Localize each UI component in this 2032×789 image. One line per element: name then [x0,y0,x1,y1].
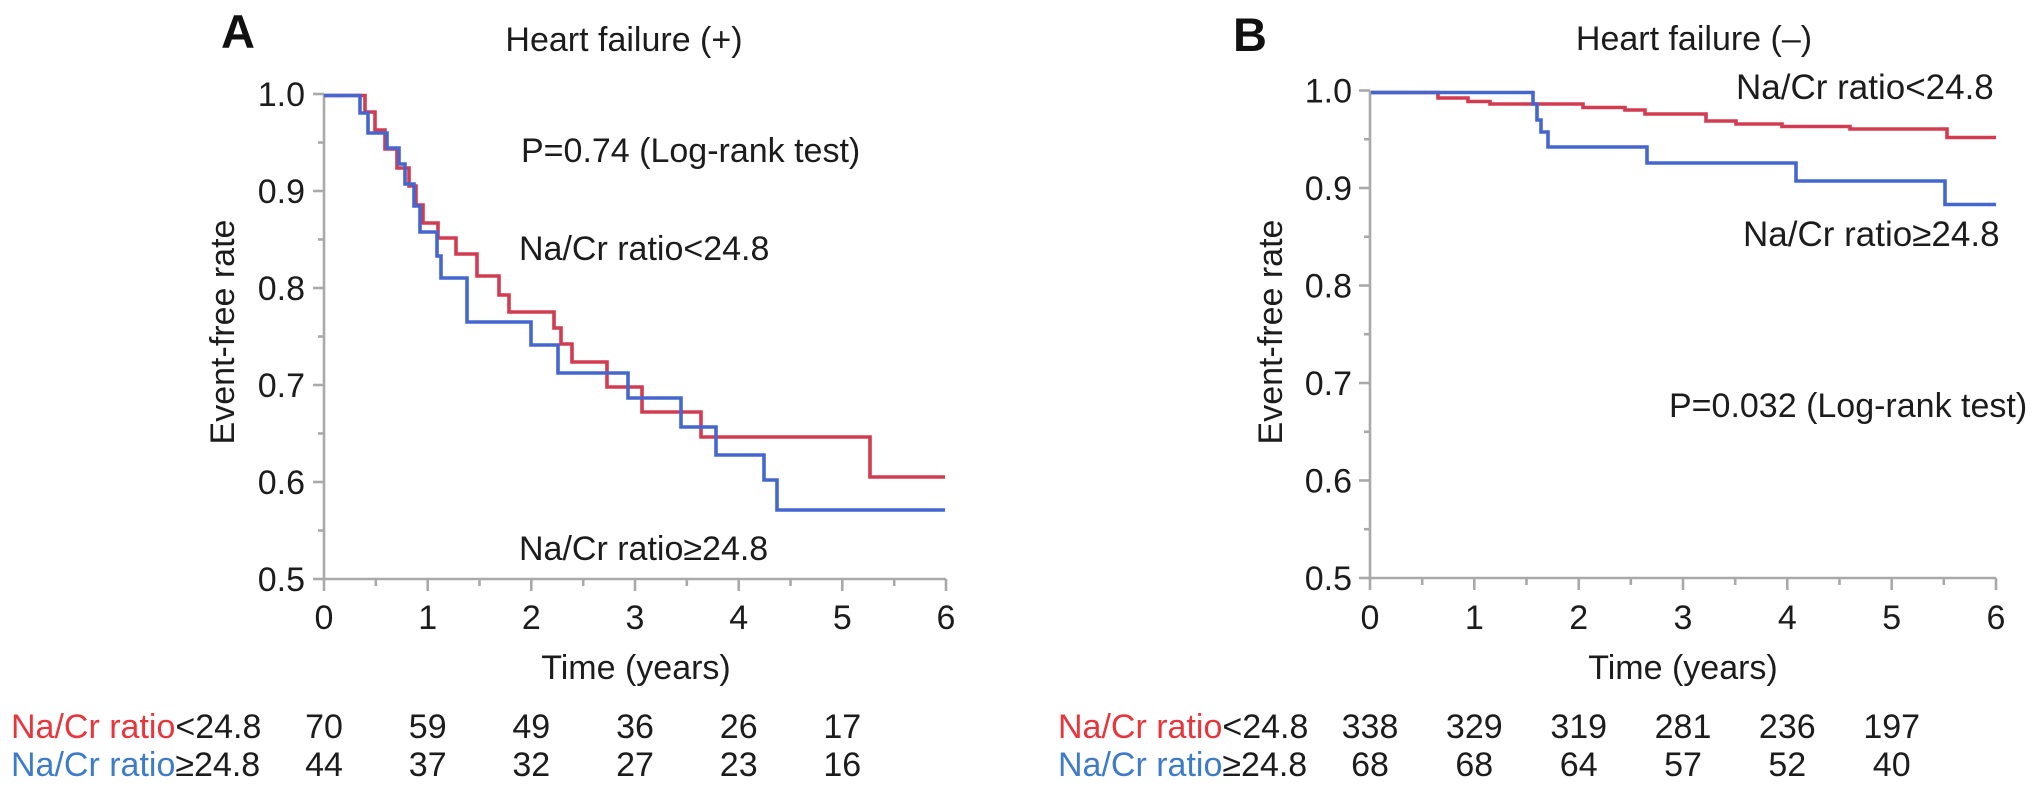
svg-text:Na/Cr ratio≥24.8: Na/Cr ratio≥24.8 [519,530,768,568]
svg-text:0.9: 0.9 [1305,170,1352,208]
svg-text:Na/Cr ratio≥24.8: Na/Cr ratio≥24.8 [11,746,260,784]
svg-text:70: 70 [305,708,343,746]
svg-text:Event-free rate: Event-free rate [204,220,242,445]
svg-text:A: A [221,5,255,58]
svg-text:1.0: 1.0 [1305,73,1352,111]
svg-text:59: 59 [409,708,447,746]
svg-text:6: 6 [1987,599,2006,637]
svg-text:0: 0 [315,599,334,637]
svg-text:3: 3 [1674,599,1693,637]
svg-text:1.0: 1.0 [258,76,305,114]
svg-text:1: 1 [1465,599,1484,637]
svg-text:Heart failure (+): Heart failure (+) [505,21,742,59]
svg-text:B: B [1233,8,1267,61]
svg-text:2: 2 [522,599,541,637]
svg-text:329: 329 [1446,708,1503,746]
svg-text:P=0.74 (Log-rank test): P=0.74 (Log-rank test) [521,132,860,170]
svg-text:0.6: 0.6 [258,464,305,502]
svg-text:Time (years): Time (years) [541,649,731,687]
svg-text:0.7: 0.7 [258,367,305,405]
svg-text:17: 17 [823,708,861,746]
svg-text:Time (years): Time (years) [1588,649,1778,687]
svg-text:Na/Cr ratio<24.8: Na/Cr ratio<24.8 [519,230,769,268]
svg-text:P=0.032 (Log-rank test): P=0.032 (Log-rank test) [1669,387,2027,425]
svg-text:64: 64 [1560,746,1598,784]
svg-text:0.5: 0.5 [1305,560,1352,598]
svg-text:52: 52 [1768,746,1806,784]
svg-text:Na/Cr ratio<24.8: Na/Cr ratio<24.8 [1058,708,1308,746]
svg-text:5: 5 [833,599,852,637]
svg-text:Na/Cr ratio≥24.8: Na/Cr ratio≥24.8 [1743,215,2000,254]
svg-text:Event-free rate: Event-free rate [1252,220,1290,445]
svg-text:Na/Cr ratio<24.8: Na/Cr ratio<24.8 [1736,68,1994,107]
svg-text:Na/Cr ratio≥24.8: Na/Cr ratio≥24.8 [1058,746,1307,784]
svg-text:3: 3 [626,599,645,637]
svg-text:0.9: 0.9 [258,173,305,211]
svg-text:Heart failure (–): Heart failure (–) [1576,20,1812,58]
svg-text:16: 16 [823,746,861,784]
svg-text:26: 26 [720,708,758,746]
svg-text:36: 36 [616,708,654,746]
svg-text:319: 319 [1550,708,1607,746]
svg-text:1: 1 [418,599,437,637]
svg-text:6: 6 [937,599,956,637]
svg-text:338: 338 [1342,708,1399,746]
svg-text:4: 4 [729,599,748,637]
svg-text:0.5: 0.5 [258,561,305,599]
svg-text:5: 5 [1882,599,1901,637]
svg-text:49: 49 [512,708,550,746]
svg-text:0.8: 0.8 [258,270,305,308]
svg-text:0.8: 0.8 [1305,268,1352,306]
svg-text:37: 37 [409,746,447,784]
svg-text:23: 23 [720,746,758,784]
svg-text:57: 57 [1664,746,1702,784]
svg-text:281: 281 [1655,708,1712,746]
svg-text:40: 40 [1873,746,1911,784]
svg-text:0: 0 [1361,599,1380,637]
svg-text:44: 44 [305,746,343,784]
svg-text:32: 32 [512,746,550,784]
svg-text:Na/Cr ratio<24.8: Na/Cr ratio<24.8 [11,708,261,746]
svg-text:2: 2 [1569,599,1588,637]
svg-text:236: 236 [1759,708,1816,746]
svg-text:0.6: 0.6 [1305,463,1352,501]
svg-text:0.7: 0.7 [1305,365,1352,403]
svg-text:27: 27 [616,746,654,784]
svg-text:68: 68 [1455,746,1493,784]
svg-text:4: 4 [1778,599,1797,637]
svg-text:197: 197 [1863,708,1920,746]
svg-text:68: 68 [1351,746,1389,784]
